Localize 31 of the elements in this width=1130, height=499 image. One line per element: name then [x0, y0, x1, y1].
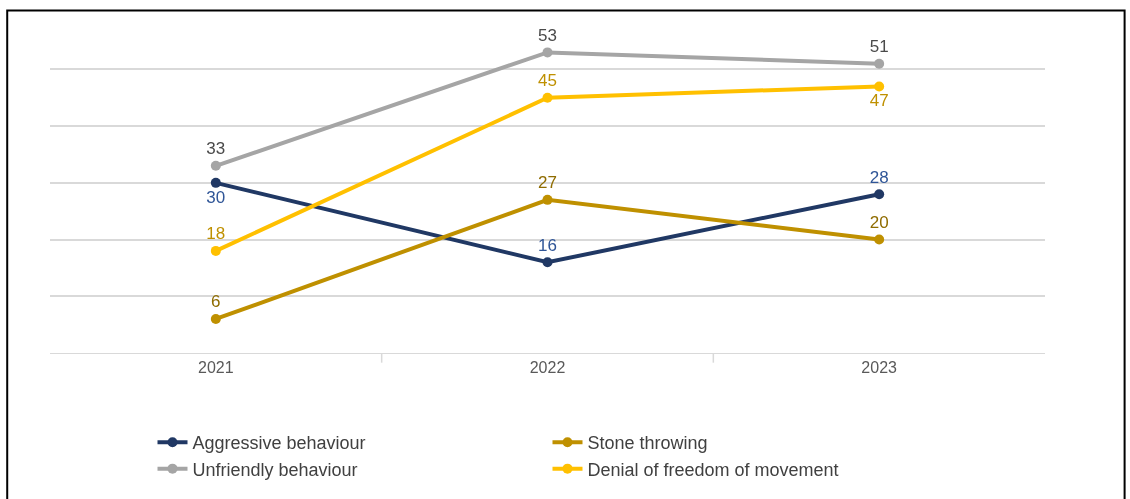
point [874, 81, 885, 92]
data-label: 45 [538, 71, 557, 91]
point [542, 194, 553, 205]
x-tick-label: 2023 [861, 359, 898, 377]
legend-label: Denial of freedom of movement [587, 459, 839, 480]
legend-label: Unfriendly behaviour [192, 459, 358, 480]
data-label: 28 [869, 167, 889, 187]
point [874, 189, 885, 200]
point [542, 257, 553, 268]
point [210, 313, 221, 324]
point [874, 58, 885, 69]
data-label: 53 [538, 25, 557, 45]
data-label: 30 [206, 187, 226, 207]
data-label: 27 [538, 173, 557, 193]
data-label: 33 [206, 139, 226, 159]
data-label: 16 [538, 235, 557, 255]
point [874, 234, 885, 245]
x-tick-label: 2021 [198, 359, 234, 377]
data-label: 18 [206, 224, 226, 244]
legend-label: Stone throwing [587, 433, 708, 454]
data-label: 51 [869, 37, 889, 57]
point [210, 245, 221, 256]
point [210, 160, 221, 171]
point [542, 47, 553, 58]
data-label: 20 [869, 213, 889, 233]
x-tick-label: 2022 [529, 359, 566, 377]
point [210, 177, 221, 188]
data-label: 47 [869, 91, 889, 111]
data-label: 6 [211, 292, 221, 312]
point [542, 92, 553, 103]
legend-label: Aggressive behaviour [192, 433, 366, 454]
